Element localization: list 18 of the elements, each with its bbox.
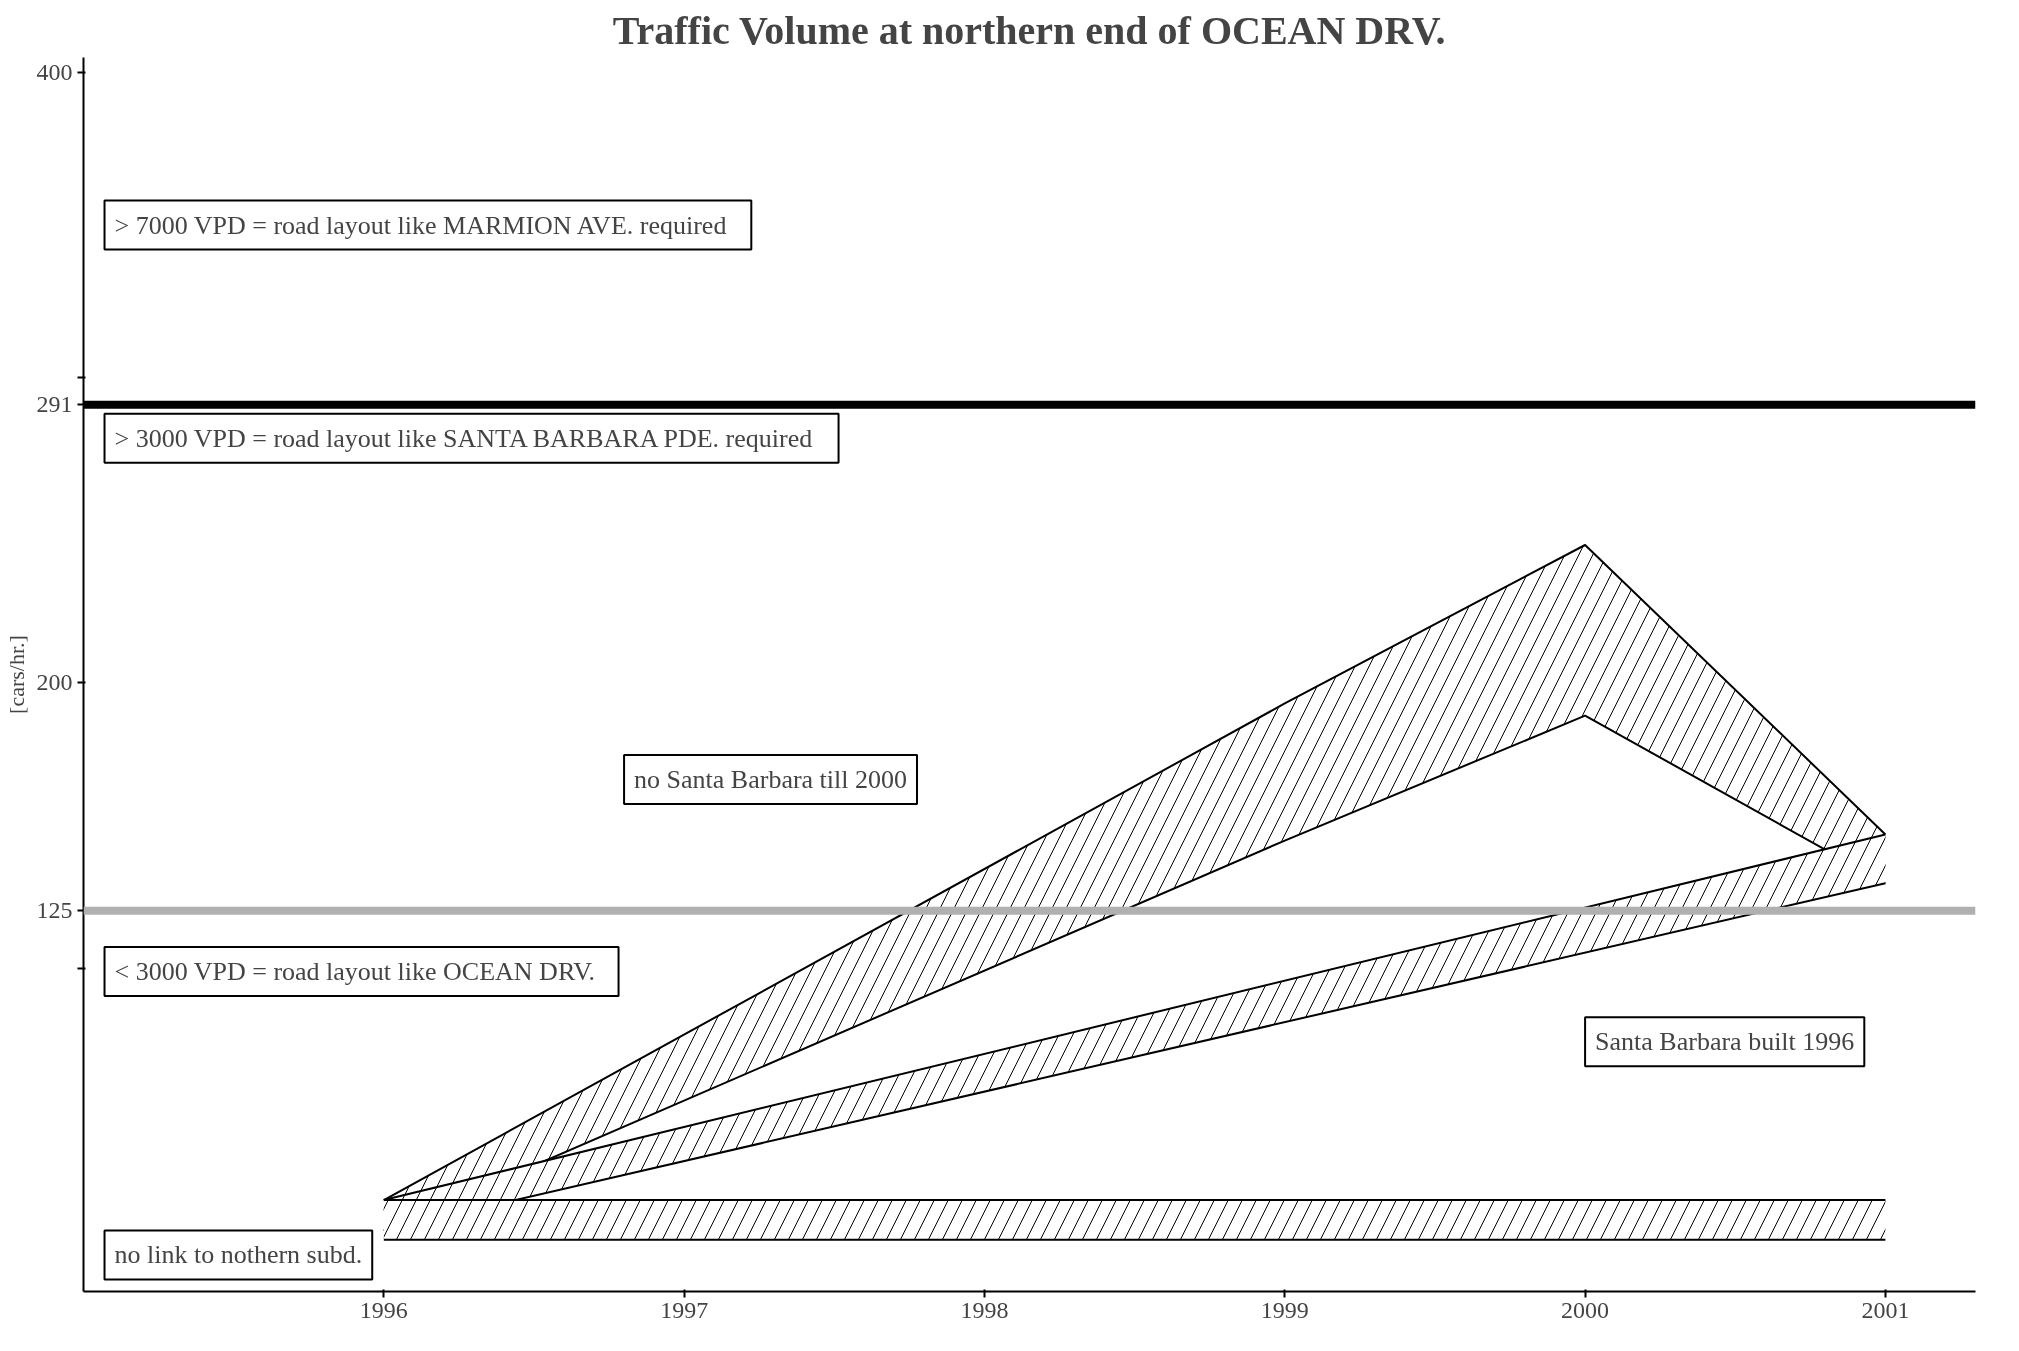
annotation: < 3000 VPD = road layout like OCEAN DRV. <box>114 957 596 987</box>
chart-title: Traffic Volume at northern end of OCEAN DRV. <box>612 7 1446 53</box>
x-tick-label: 1999 <box>1260 1296 1309 1323</box>
x-tick-label: 2001 <box>1861 1296 1910 1323</box>
y-axis-title: [cars/hr.] <box>3 635 29 714</box>
y-tick-label: 200 <box>36 668 73 695</box>
annotation: > 7000 VPD = road layout like MARMION AVE. required <box>114 210 727 240</box>
x-tick-label: 1997 <box>660 1296 709 1323</box>
y-tick-label: 291 <box>36 391 73 418</box>
annotation: no Santa Barbara till 2000 <box>634 765 908 795</box>
y-tick-label: 400 <box>36 59 73 86</box>
y-tick-label: 125 <box>36 897 73 924</box>
annotation: no link to nothern subd. <box>114 1240 363 1270</box>
annotation: > 3000 VPD = road layout like SANTA BARBARA PDE. required <box>114 423 813 453</box>
annotation: Santa Barbara built 1996 <box>1595 1027 1855 1057</box>
x-tick-label: 1996 <box>359 1296 408 1323</box>
x-tick-label: 2000 <box>1561 1296 1610 1323</box>
x-tick-label: 1998 <box>960 1296 1009 1323</box>
